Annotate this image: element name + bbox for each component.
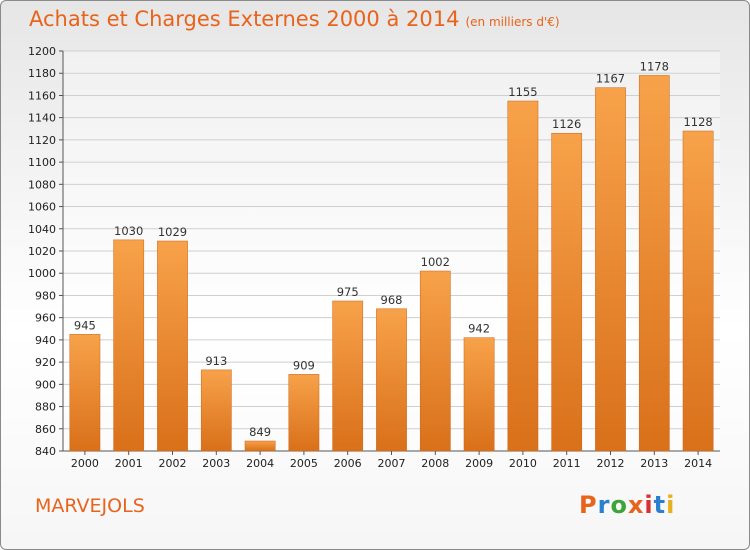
chart-title: Achats et Charges Externes 2000 à 2014 (e…	[29, 7, 560, 31]
data-label: 849	[249, 425, 271, 439]
y-tick-label: 920	[35, 356, 56, 369]
logo-letter: o	[610, 491, 628, 519]
x-tick-label: 2012	[597, 457, 625, 470]
x-tick-label: 2013	[640, 457, 668, 470]
data-label: 1030	[114, 224, 143, 238]
y-tick-label: 860	[35, 423, 56, 436]
logo-letter: P	[579, 491, 598, 519]
data-label: 909	[293, 358, 315, 372]
chart-unit: (en milliers d'€)	[465, 15, 560, 29]
logo-letter: x	[627, 491, 645, 519]
x-tick-label: 2006	[334, 457, 362, 470]
y-tick-label: 1180	[28, 67, 56, 80]
bar	[288, 374, 320, 452]
proxiti-logo: Proxiti	[579, 491, 675, 519]
bar	[551, 132, 583, 452]
y-tick-label: 1060	[28, 201, 56, 214]
y-tick-label: 1000	[28, 267, 56, 280]
bar	[595, 87, 626, 452]
y-tick-label: 1140	[28, 112, 56, 125]
city-label: MARVEJOLS	[35, 495, 145, 517]
y-tick-label: 1020	[28, 245, 56, 258]
x-tick-label: 2010	[509, 457, 537, 470]
bar	[113, 239, 145, 452]
bar	[507, 100, 539, 452]
data-label: 1128	[683, 115, 712, 129]
data-label: 945	[74, 318, 96, 332]
data-label: 1178	[640, 59, 669, 73]
bar	[244, 440, 276, 452]
bar	[157, 240, 188, 452]
x-tick-label: 2003	[202, 457, 230, 470]
logo-letter: i	[644, 491, 654, 519]
bar	[419, 270, 451, 452]
data-label: 1126	[552, 117, 581, 131]
logo-letter: r	[597, 491, 611, 519]
y-tick-label: 1040	[28, 223, 56, 236]
data-label: 975	[337, 285, 359, 299]
chart-title-text: Achats et Charges Externes 2000 à 2014	[29, 7, 460, 31]
x-tick-label: 2008	[421, 457, 449, 470]
y-tick-label: 1120	[28, 134, 56, 147]
y-tick-label: 980	[35, 289, 56, 302]
logo-letter: i	[666, 491, 676, 519]
data-label: 913	[205, 354, 227, 368]
bar	[69, 334, 101, 452]
y-tick-label: 1100	[28, 156, 56, 169]
data-label: 968	[381, 293, 403, 307]
bar	[638, 75, 670, 452]
x-tick-label: 2001	[115, 457, 143, 470]
bar	[200, 369, 232, 452]
x-tick-label: 2000	[71, 457, 99, 470]
data-label: 1002	[421, 255, 450, 269]
x-tick-label: 2004	[246, 457, 274, 470]
y-tick-label: 940	[35, 334, 56, 347]
bar	[376, 308, 407, 452]
data-label: 1029	[158, 225, 187, 239]
x-tick-label: 2007	[378, 457, 406, 470]
bar	[682, 130, 714, 452]
y-tick-label: 1200	[28, 45, 56, 58]
bar	[463, 337, 495, 452]
y-tick-label: 880	[35, 401, 56, 414]
x-tick-label: 2014	[684, 457, 712, 470]
x-tick-label: 2011	[553, 457, 581, 470]
data-label: 942	[468, 322, 490, 336]
x-tick-label: 2002	[159, 457, 187, 470]
logo-letter: t	[653, 491, 667, 519]
y-tick-label: 1080	[28, 178, 56, 191]
y-tick-label: 960	[35, 312, 56, 325]
y-tick-label: 1160	[28, 89, 56, 102]
data-label: 1167	[596, 72, 625, 86]
x-tick-label: 2009	[465, 457, 493, 470]
bar	[332, 300, 364, 452]
x-tick-label: 2005	[290, 457, 318, 470]
y-tick-label: 900	[35, 378, 56, 391]
y-tick-label: 840	[35, 445, 56, 458]
data-label: 1155	[508, 85, 537, 99]
